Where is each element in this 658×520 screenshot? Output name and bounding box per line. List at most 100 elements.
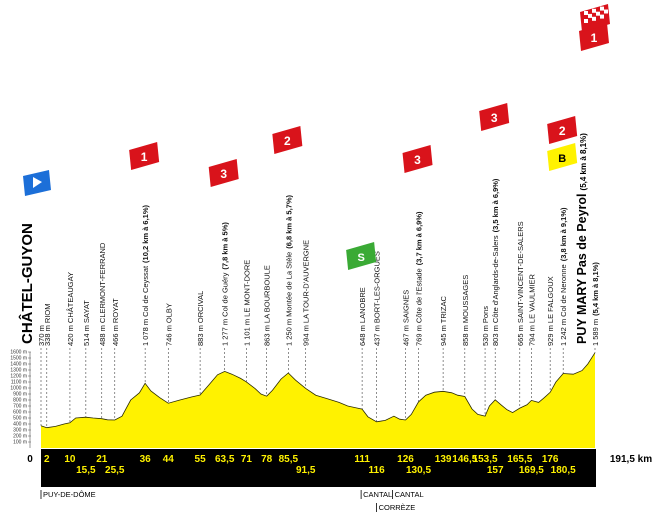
y-tick-label: 200 m (13, 434, 27, 440)
climb-category: 2 (559, 124, 566, 138)
climb-detail: (3,8 km à 9,1%) (559, 207, 568, 261)
department-label: CANTAL (363, 490, 392, 499)
waypoint-name: 665 m SAINT-VINCENT-DE-SALERS (516, 221, 525, 346)
waypoint-name: 769 m Côte de l'Estade (415, 268, 424, 346)
y-tick-label: 1100 m (11, 380, 27, 386)
waypoint-label: 514 m SAYAT (82, 300, 91, 346)
distance-label: 2 (44, 454, 50, 465)
climb-detail: (3,5 km à 6,9%) (491, 178, 500, 232)
total-distance-label: 191,5 km (610, 454, 652, 465)
climb-marker: 2 (547, 116, 578, 144)
distance-label: 126 (397, 454, 414, 465)
distance-label: 146,5 (452, 454, 477, 465)
finish-flag-check (584, 19, 588, 23)
waypoint-name: 370 m (37, 325, 46, 346)
finish-flag-check (584, 11, 588, 15)
distance-label: 153,5 (473, 454, 498, 465)
y-tick-label: 800 m (13, 398, 27, 404)
y-tick-label: 1200 m (10, 374, 27, 380)
y-tick-label: 100 m (13, 440, 27, 446)
climb-category: 1 (141, 150, 148, 164)
waypoint-lines (40, 348, 596, 428)
bold-location-label: CHÂTEL-GUYON (18, 223, 36, 344)
climb-marker-shape (129, 142, 160, 170)
distance-label: 91,5 (296, 465, 316, 476)
waypoint-name: 420 m CHÂTEAUGAY (66, 272, 75, 346)
waypoint-label: 803 m Côte d'Anglards-de-Salers (3,5 km à… (491, 178, 500, 346)
climb-detail: (10,2 km à 6,1%) (141, 205, 150, 263)
finish-flag-check (592, 8, 596, 13)
waypoint-label: 883 m ORCIVAL (196, 291, 205, 346)
distance-label: 21 (96, 454, 108, 465)
climb-category: 1 (591, 31, 598, 45)
climb-marker: 1 (129, 142, 160, 170)
start-flag (23, 170, 51, 196)
distance-label: 36 (140, 454, 152, 465)
distance-label: 169,5 (519, 465, 544, 476)
distance-label: 71 (241, 454, 253, 465)
department-labels: PUY-DE-DÔME CANTAL CANTAL CORRÈZE (40, 490, 424, 512)
waypoint-label: 1 242 m Col de Neronne (3,8 km à 9,1%) (559, 207, 568, 346)
start-flag-arrow-icon (33, 177, 42, 188)
y-tick-label: 600 m (13, 410, 27, 416)
waypoint-name: 746 m OLBY (164, 303, 173, 346)
y-tick-label: 1600 m (10, 350, 27, 356)
distance-label: 85,5 (279, 454, 299, 465)
finish-flag-check (596, 11, 600, 16)
climb-category: 3 (220, 167, 227, 181)
waypoint-name: 1 277 m Col de Guéry (221, 272, 230, 346)
y-tick-label: 1000 m (10, 386, 27, 392)
y-tick-label: 1400 m (10, 362, 27, 368)
department-label: PUY-DE-DÔME (43, 490, 96, 499)
waypoint-name: 466 m ROYAT (111, 298, 120, 346)
waypoint-name: 1 589 m (591, 319, 600, 346)
distance-label: 44 (163, 454, 175, 465)
waypoint-label: 794 m LE VAULMIER (527, 273, 536, 346)
y-tick-label: 700 m (13, 404, 27, 410)
waypoint-name: 530 m Pons (481, 306, 490, 346)
climb-marker-shape (547, 116, 578, 144)
waypoint-label: 648 m LANOBRE (358, 287, 367, 346)
climb-marker-shape (479, 103, 510, 131)
waypoint-label: 1 101 m LE MONT-DORE (242, 260, 251, 346)
finish-flag-check (592, 16, 596, 21)
distance-label: 157 (487, 465, 504, 476)
profile-line (40, 352, 596, 429)
waypoint-label: 769 m Côte de l'Estade (3,7 km à 6,9%) (415, 211, 424, 346)
distance-label: 15,5 (76, 465, 96, 476)
waypoint-label: 863 m LA BOURBOULE (263, 265, 272, 346)
waypoint-name: 1 078 m Col de Ceyssat (141, 265, 150, 346)
department-label: CORRÈZE (379, 503, 416, 512)
climb-category: 3 (491, 111, 498, 125)
climb-marker: 3 (479, 103, 510, 131)
waypoint-label: 945 m TRIZAC (439, 296, 448, 346)
waypoint-name: 1 242 m Col de Neronne (559, 264, 568, 346)
y-tick-label: 300 m (13, 428, 27, 434)
distance-label: 116 (369, 465, 386, 476)
climb-marker-shape (208, 159, 239, 187)
bonus-marker: B (547, 143, 578, 171)
distance-label: 130,5 (406, 465, 431, 476)
waypoint-name: 437 m BORT-LES-ORGUES (373, 251, 382, 346)
waypoint-label: 1 250 m Montée de La Stèle (6,8 km à 5,7%… (284, 194, 293, 346)
climb-category: 3 (414, 153, 421, 167)
finish-flag-check (604, 9, 608, 14)
bold-location-name: PUY MARY Pas de Peyrol (575, 193, 589, 344)
climb-detail: (5,4 km à 8,1%) (591, 262, 600, 316)
bold-location-name: CHÂTEL-GUYON (18, 223, 36, 344)
waypoint-name: 803 m Côte d'Anglards-de-Salers (491, 235, 500, 346)
waypoint-name: 488 m CLERMONT-FERRAND (98, 242, 107, 346)
waypoint-label: 467 m SAIGNES (402, 290, 411, 346)
waypoint-label: 665 m SAINT-VINCENT-DE-SALERS (516, 221, 525, 346)
finish-flag-check (588, 13, 592, 18)
finish-flag (580, 4, 610, 32)
waypoint-name: 1 250 m Montée de La Stèle (284, 252, 293, 346)
distance-label: 165,5 (507, 454, 532, 465)
final-climb-detail: (5,4 km à 8,1%) (579, 133, 588, 191)
waypoint-name: 648 m LANOBRE (358, 287, 367, 346)
waypoint-name: 883 m ORCIVAL (196, 291, 205, 346)
distance-label: 63,5 (215, 454, 235, 465)
waypoint-label: 1 589 m (5,4 km à 8,1%) (591, 262, 600, 346)
